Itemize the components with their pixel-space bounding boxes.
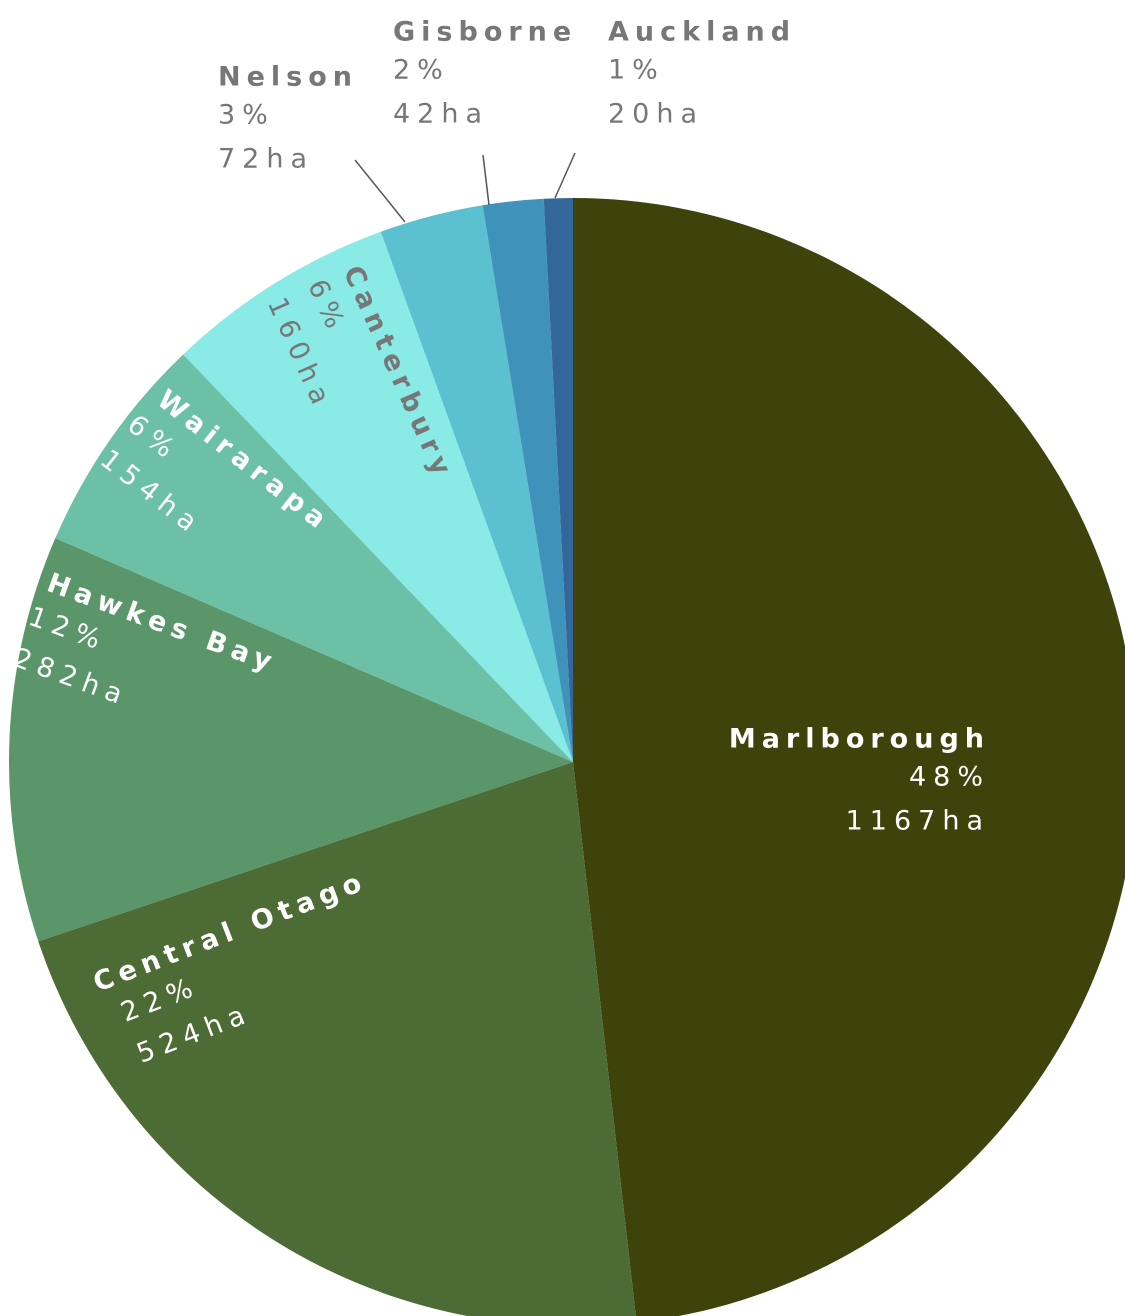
leader-line <box>354 159 406 223</box>
value-label: 42ha <box>393 99 489 130</box>
category-label: Nelson <box>218 62 358 93</box>
value-label: 72ha <box>218 144 314 175</box>
category-label: Auckland <box>608 17 796 48</box>
slice-label: Nelson 3% 72ha <box>218 62 358 175</box>
pie-slice <box>573 198 1125 1316</box>
category-label: Gisborne <box>393 17 577 48</box>
pie-slice <box>543 198 573 762</box>
slice-label: Gisborne 2% 42ha <box>393 17 577 130</box>
pie-slice <box>183 231 573 762</box>
value-label: 20ha <box>608 99 704 130</box>
value-label: 1167ha <box>846 806 990 837</box>
pie-slice <box>482 198 573 763</box>
pie-slice <box>380 205 573 763</box>
percent-label: 3% <box>218 100 275 131</box>
percent-label: 48% <box>909 762 990 793</box>
pie-slice <box>38 762 636 1316</box>
category-label: Marlborough <box>729 724 990 755</box>
percent-label: 1% <box>608 55 665 86</box>
pie-slice <box>9 538 574 942</box>
leader-line <box>482 154 490 206</box>
percent-label: 2% <box>393 55 450 86</box>
leader-line <box>554 152 576 199</box>
slice-label: Marlborough 48% 1167ha <box>729 724 990 837</box>
slice-label: Auckland 1% 20ha <box>608 17 796 130</box>
pie-slice <box>55 354 573 762</box>
